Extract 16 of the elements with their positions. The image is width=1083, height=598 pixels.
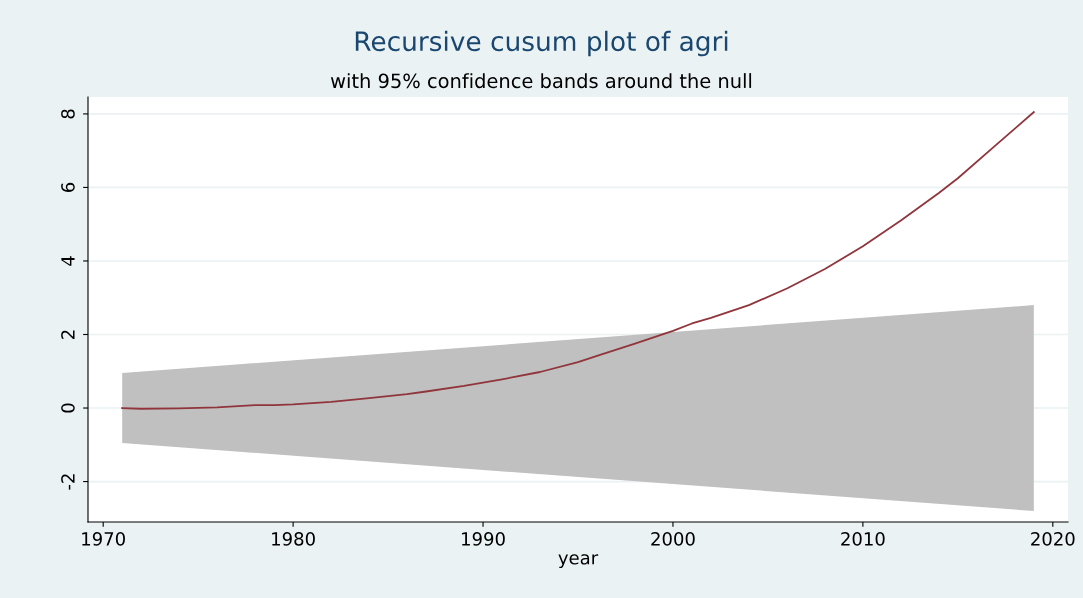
x-tick-label: 1970 <box>82 532 125 546</box>
chart-title: Recursive cusum plot of agri <box>355 30 728 57</box>
chart-subtitle: with 95% confidence bands around the null <box>330 73 752 89</box>
y-tick-label: -2 <box>61 474 75 490</box>
y-tick-label: 0 <box>61 403 75 413</box>
y-tick-label: 4 <box>61 256 75 266</box>
x-tick-label: 2020 <box>1031 532 1075 546</box>
x-tick-label: 2000 <box>651 532 695 546</box>
line-series <box>121 111 1035 410</box>
x-tick-label: 1980 <box>272 532 315 546</box>
y-tick-label: 8 <box>61 109 75 119</box>
y-tick-label: 2 <box>61 330 75 339</box>
x-tick-label: 2010 <box>841 532 885 546</box>
x-axis-title: year <box>558 554 599 569</box>
y-tick-label: 6 <box>61 182 75 192</box>
x-tick-label: 1990 <box>462 532 505 546</box>
